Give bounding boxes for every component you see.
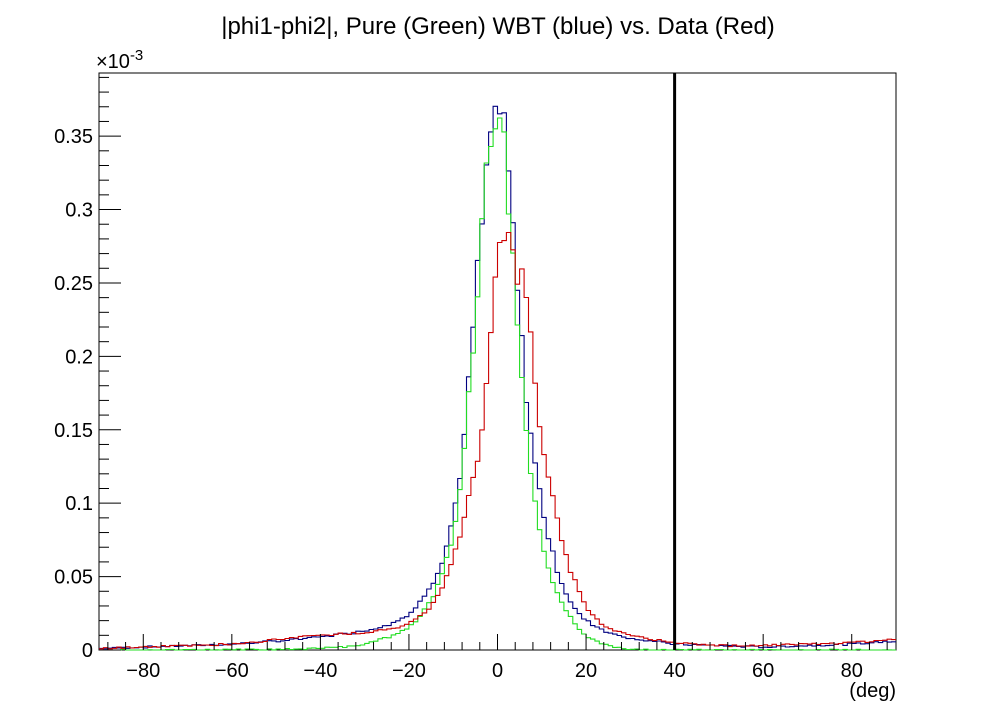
x-tick-label: 0 bbox=[492, 660, 503, 682]
x-tick-label: −60 bbox=[215, 660, 249, 682]
svg-text:×10-3: ×10-3 bbox=[96, 47, 143, 73]
x-axis-label: (deg) bbox=[849, 680, 896, 702]
series-layer bbox=[99, 105, 896, 651]
series-line-2 bbox=[99, 231, 896, 650]
y-tick-label: 0.25 bbox=[54, 273, 93, 295]
y-tick-label: 0.1 bbox=[65, 493, 93, 515]
y-multiplier: ×10-3 bbox=[96, 47, 143, 73]
x-tick-label: −80 bbox=[126, 660, 160, 682]
y-tick-label: 0.35 bbox=[54, 126, 93, 148]
y-multiplier-exponent: -3 bbox=[130, 47, 143, 64]
x-tick-label: 20 bbox=[575, 660, 597, 682]
chart-title: |phi1-phi2|, Pure (Green) WBT (blue) vs.… bbox=[221, 13, 775, 40]
series-line-0 bbox=[99, 105, 896, 650]
x-tick-label: 80 bbox=[841, 660, 863, 682]
x-tick-label: 60 bbox=[752, 660, 774, 682]
y-tick-label: 0.15 bbox=[54, 420, 93, 442]
y-tick-label: 0 bbox=[82, 640, 93, 662]
y-axis: 0 0.05 0.1 0.15 0.2 0.25 0.3 0.35 bbox=[54, 76, 121, 662]
plot-frame bbox=[98, 72, 897, 651]
x-tick-label: 40 bbox=[663, 660, 685, 682]
y-tick-label: 0.2 bbox=[65, 346, 93, 368]
y-tick-label: 0.3 bbox=[65, 200, 93, 222]
y-tick-label: 0.05 bbox=[54, 567, 93, 589]
series-line-1 bbox=[99, 117, 896, 651]
x-axis: −80 −60 −40 −20 0 20 40 60 80 bbox=[107, 634, 888, 682]
y-multiplier-label: ×10 bbox=[96, 51, 130, 73]
x-tick-label: −40 bbox=[303, 660, 337, 682]
x-tick-label: −20 bbox=[392, 660, 426, 682]
